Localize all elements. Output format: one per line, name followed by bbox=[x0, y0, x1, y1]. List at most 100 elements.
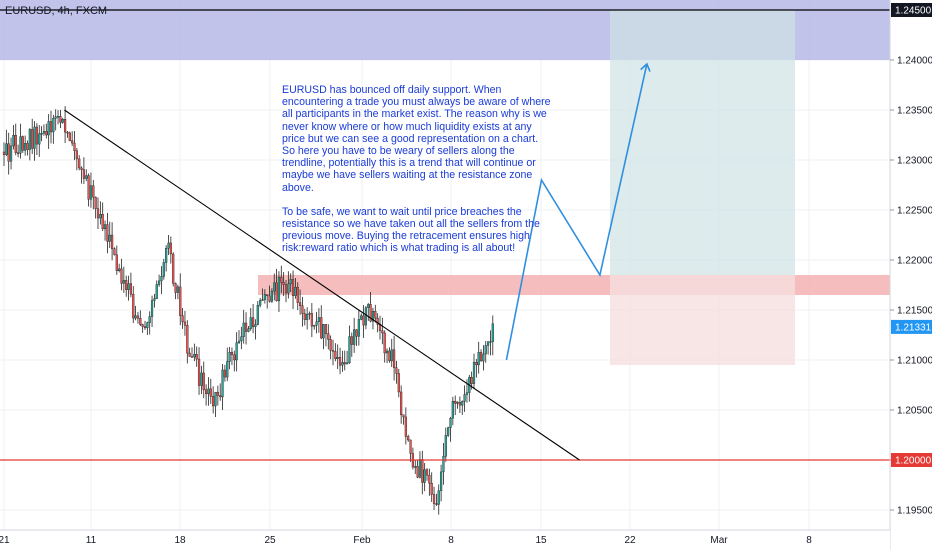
candle-up bbox=[270, 290, 273, 302]
candle-down bbox=[383, 332, 386, 354]
candle-down bbox=[172, 253, 175, 284]
candle-up bbox=[346, 362, 349, 365]
candle-up bbox=[263, 294, 266, 300]
candle-down bbox=[219, 395, 222, 398]
candle-down bbox=[45, 131, 48, 136]
candle-up bbox=[54, 116, 57, 119]
candle-up bbox=[247, 328, 250, 332]
candle-down bbox=[31, 129, 34, 149]
candle-up bbox=[61, 119, 64, 123]
candle-down bbox=[296, 287, 299, 303]
candle-up bbox=[317, 317, 320, 322]
candle-down bbox=[129, 283, 132, 295]
candle-down bbox=[376, 317, 379, 325]
candle-down bbox=[395, 367, 398, 374]
price-tick-label: 1.24000 bbox=[897, 56, 932, 67]
candle-down bbox=[369, 304, 372, 322]
candle-down bbox=[26, 143, 29, 150]
candle-up bbox=[40, 133, 43, 135]
candle-down bbox=[362, 315, 365, 326]
candle-up bbox=[322, 324, 325, 339]
candle-down bbox=[299, 302, 302, 306]
candle-down bbox=[432, 494, 436, 504]
candle-down bbox=[428, 474, 431, 484]
candle-up bbox=[108, 234, 111, 242]
candle-up bbox=[487, 341, 490, 346]
candle-down bbox=[188, 352, 191, 357]
position-stop-box bbox=[610, 275, 795, 365]
candle-up bbox=[465, 392, 469, 395]
candle-down bbox=[416, 466, 419, 478]
candle-up bbox=[9, 145, 13, 162]
candle-down bbox=[174, 283, 177, 293]
candle-up bbox=[482, 353, 485, 362]
candle-down bbox=[21, 136, 24, 151]
last-price-badge bbox=[891, 319, 932, 334]
candle-up bbox=[336, 357, 339, 359]
time-tick-label: 15 bbox=[535, 535, 547, 546]
candle-down bbox=[230, 352, 234, 356]
chart-drawings bbox=[0, 9, 890, 461]
price-axis[interactable]: 1.19500 1.20000 1.20500 1.21000 1.21500 1.220… bbox=[889, 0, 932, 550]
candle-down bbox=[479, 352, 483, 362]
trendline bbox=[64, 109, 580, 461]
candle-down bbox=[66, 131, 69, 134]
candle-up bbox=[85, 175, 88, 179]
candle-up bbox=[442, 456, 445, 473]
candle-down bbox=[68, 132, 71, 141]
candle-up bbox=[313, 324, 316, 327]
candle-down bbox=[80, 167, 83, 170]
candle-up bbox=[414, 466, 417, 468]
candle-down bbox=[435, 503, 438, 505]
candle-up bbox=[360, 315, 363, 320]
candle-down bbox=[49, 121, 53, 133]
analysis-note: EURUSD has bounced off daily support. Wh… bbox=[282, 84, 552, 267]
candle-down bbox=[204, 389, 208, 395]
candle-up bbox=[47, 121, 50, 136]
candle-up bbox=[122, 280, 125, 284]
candle-down bbox=[209, 388, 212, 397]
candle-up bbox=[193, 353, 196, 358]
candle-down bbox=[458, 401, 461, 406]
candle-up bbox=[308, 313, 311, 315]
candle-down bbox=[17, 152, 20, 154]
candle-down bbox=[202, 372, 205, 391]
time-tick-label: 22 bbox=[624, 535, 636, 546]
price-tick-label: 1.22000 bbox=[897, 256, 932, 267]
candle-down bbox=[14, 135, 17, 153]
candle-down bbox=[110, 234, 114, 249]
candle-up bbox=[118, 268, 121, 271]
candle-up bbox=[447, 427, 450, 436]
candle-down bbox=[454, 400, 457, 404]
candle-up bbox=[294, 287, 297, 296]
time-axis[interactable]: 21 11 18 25 Feb 8 15 22 Mar 8 bbox=[0, 529, 890, 550]
candle-down bbox=[397, 373, 400, 393]
candle-down bbox=[78, 158, 81, 169]
candle-down bbox=[120, 268, 123, 284]
candle-up bbox=[240, 336, 243, 342]
candle-down bbox=[301, 305, 304, 314]
candle-down bbox=[407, 436, 410, 441]
candle-down bbox=[96, 208, 100, 219]
candle-down bbox=[251, 317, 255, 328]
candle-up bbox=[287, 283, 290, 294]
candle-up bbox=[353, 329, 356, 345]
candle-down bbox=[7, 143, 10, 162]
analysis-note-paragraph-2: To be safe, we want to wait until price … bbox=[282, 205, 540, 255]
candle-up bbox=[489, 341, 492, 343]
price-axis-background bbox=[890, 0, 932, 550]
candle-up bbox=[200, 372, 203, 386]
candle-up bbox=[226, 361, 229, 378]
candle-up bbox=[162, 262, 165, 277]
candle-up bbox=[150, 300, 154, 317]
candle-up bbox=[390, 349, 393, 362]
support-price-badge-label: 1.20000 bbox=[895, 456, 932, 467]
price-tick-label: 1.20500 bbox=[897, 406, 932, 417]
candle-down bbox=[125, 280, 128, 290]
price-tick-label: 1.21000 bbox=[897, 356, 932, 367]
candle-up bbox=[99, 214, 102, 219]
candle-down bbox=[82, 169, 85, 179]
candle-down bbox=[101, 214, 104, 230]
candle-down bbox=[179, 286, 182, 316]
